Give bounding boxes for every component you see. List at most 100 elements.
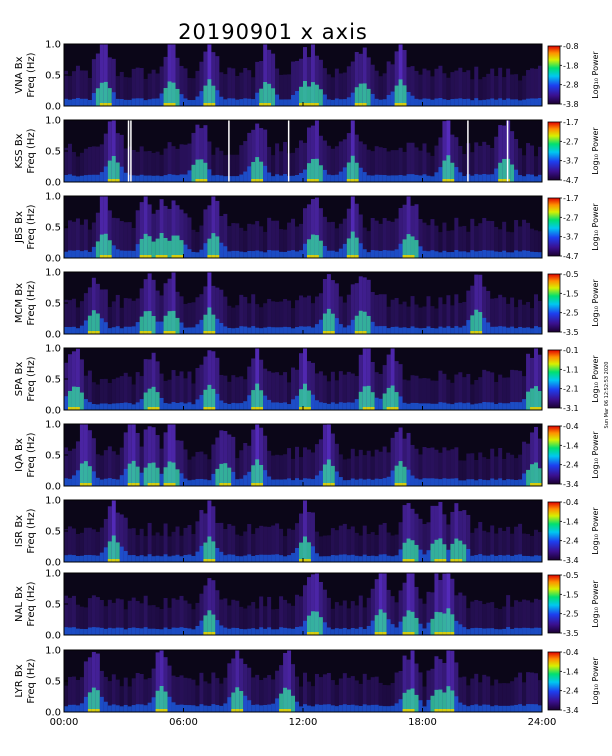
y-axis-label: SPA Bx — [14, 362, 25, 397]
colorbar-label: Log₁₀ Power — [591, 127, 600, 175]
colorbar-tick-label: -0.4 — [563, 498, 579, 507]
colorbar-tick-label: -2.5 — [563, 610, 579, 619]
panel-lyr: 0.0 0.5 1.0 LYR Bx Freq (Hz) -0.4 -1.4 -2.4 -3.4… — [14, 646, 600, 719]
panel-mcm: 0.0 0.5 1.0 MCM Bx Freq (Hz) -0.5 -1.5 -2.5 -3.5… — [14, 268, 600, 341]
colorbar-tick-label: -2.4 — [563, 687, 579, 696]
y-axis-label: Freq (Hz) — [26, 658, 37, 703]
y-tick-label: 1.0 — [45, 344, 61, 355]
y-axis-label: KSS Bx — [14, 133, 25, 168]
y-tick-label: 1.0 — [45, 420, 61, 431]
colorbar-label: Log₁₀ Power — [591, 203, 600, 251]
y-axis-label: NAL Bx — [14, 586, 25, 622]
spectrogram-texture — [64, 120, 542, 182]
colorbar-label: Log₁₀ Power — [591, 355, 600, 403]
panel-nal: 0.0 0.5 1.0 NAL Bx Freq (Hz) -0.5 -1.5 -2.5 -3.5… — [14, 569, 600, 642]
colorbar-tick-label: -0.5 — [563, 270, 579, 279]
y-axis-label: Freq (Hz) — [26, 432, 37, 477]
y-axis-label: JBS Bx — [14, 211, 25, 244]
colorbar-tick-label: -3.5 — [563, 629, 579, 638]
colorbar-tick-label: -0.4 — [563, 648, 579, 657]
y-tick-label: 0.5 — [45, 147, 61, 158]
y-tick-label: 0.0 — [45, 406, 61, 417]
colorbar-tick-label: -1.8 — [563, 61, 579, 70]
spectrogram-texture — [64, 44, 542, 106]
y-tick-label: 1.0 — [45, 116, 61, 127]
colorbar — [547, 273, 561, 333]
x-tick-label: 12:00 — [289, 717, 318, 728]
y-tick-label: 0.5 — [45, 71, 61, 82]
y-axis-label: Freq (Hz) — [26, 204, 37, 249]
colorbar-tick-label: -2.5 — [563, 309, 579, 318]
colorbar-label: Log₁₀ Power — [591, 279, 600, 327]
colorbar-tick-label: -1.4 — [563, 517, 579, 526]
colorbar-tick-label: -3.7 — [563, 233, 579, 242]
y-tick-label: 0.0 — [45, 178, 61, 189]
y-axis-label: Freq (Hz) — [26, 356, 37, 401]
y-axis-label: Freq (Hz) — [26, 52, 37, 97]
spectrogram-texture — [64, 272, 542, 334]
colorbar — [547, 574, 561, 634]
spectrogram-texture — [64, 348, 542, 410]
x-tick-label: 06:00 — [169, 717, 198, 728]
colorbar-tick-label: -2.7 — [563, 213, 579, 222]
colorbar-tick-label: -4.7 — [563, 252, 579, 261]
y-tick-label: 0.0 — [45, 558, 61, 569]
colorbar-label: Log₁₀ Power — [591, 51, 600, 99]
panel-vna: 0.0 0.5 1.0 VNA Bx Freq (Hz) -0.8 -1.8 -2.8 -3.8… — [14, 40, 600, 113]
colorbar-tick-label: -1.4 — [563, 667, 579, 676]
colorbar-tick-label: -2.8 — [563, 81, 579, 90]
y-tick-label: 0.5 — [45, 223, 61, 234]
colorbar-tick-label: -2.4 — [563, 461, 579, 470]
spectrogram-texture — [64, 650, 542, 712]
colorbar-tick-label: -2.1 — [563, 385, 579, 394]
y-tick-label: 0.0 — [45, 330, 61, 341]
spectrogram-texture — [64, 573, 542, 635]
y-axis-label: Freq (Hz) — [26, 128, 37, 173]
y-tick-label: 0.5 — [45, 451, 61, 462]
y-axis-label: VNA Bx — [14, 56, 25, 93]
panel-jbs: 0.0 0.5 1.0 JBS Bx Freq (Hz) -1.7 -2.7 -3.7 -4.7… — [14, 192, 600, 265]
y-tick-label: 0.0 — [45, 102, 61, 113]
colorbar-tick-label: -3.5 — [563, 328, 579, 337]
colorbar — [547, 425, 561, 485]
colorbar-tick-label: -0.4 — [563, 422, 579, 431]
colorbar-tick-label: -1.4 — [563, 441, 579, 450]
colorbar-label: Log₁₀ Power — [591, 657, 600, 705]
panel-spa: 0.0 0.5 1.0 SPA Bx Freq (Hz) -0.1 -1.1 -2.1 -3.1… — [14, 344, 600, 417]
colorbar-tick-label: -3.8 — [563, 100, 579, 109]
spectrogram-texture — [64, 196, 542, 258]
colorbar — [547, 349, 561, 409]
panel-kss: 0.0 0.5 1.0 KSS Bx Freq (Hz) -1.7 -2.7 -3.7 -4.7… — [14, 116, 600, 189]
colorbar — [547, 197, 561, 257]
y-tick-label: 0.5 — [45, 299, 61, 310]
x-tick-label: 18:00 — [408, 717, 437, 728]
panel-iqa: 0.0 0.5 1.0 IQA Bx Freq (Hz) -0.4 -1.4 -2.4 -3.4… — [14, 420, 600, 493]
colorbar — [547, 45, 561, 105]
colorbar — [547, 651, 561, 711]
colorbar-tick-label: -3.4 — [563, 480, 579, 489]
colorbar-tick-label: -2.4 — [563, 537, 579, 546]
y-tick-label: 0.0 — [45, 482, 61, 493]
colorbar — [547, 121, 561, 181]
y-tick-label: 1.0 — [45, 268, 61, 279]
colorbar-tick-label: -1.5 — [563, 590, 579, 599]
colorbar-tick-label: -1.5 — [563, 289, 579, 298]
y-tick-label: 0.0 — [45, 631, 61, 642]
y-tick-label: 0.0 — [45, 254, 61, 265]
y-axis-label: Freq (Hz) — [26, 280, 37, 325]
y-tick-label: 0.5 — [45, 375, 61, 386]
colorbar-label: Log₁₀ Power — [591, 580, 600, 628]
colorbar-tick-label: -3.1 — [563, 404, 579, 413]
y-tick-label: 1.0 — [45, 569, 61, 580]
colorbar-tick-label: -0.1 — [563, 346, 579, 355]
colorbar-tick-label: -4.7 — [563, 176, 579, 185]
colorbar-tick-label: -3.7 — [563, 157, 579, 166]
colorbar-tick-label: -0.8 — [563, 42, 579, 51]
colorbar-tick-label: -2.7 — [563, 137, 579, 146]
colorbar-label: Log₁₀ Power — [591, 431, 600, 479]
y-tick-label: 0.5 — [45, 677, 61, 688]
colorbar-label: Log₁₀ Power — [591, 507, 600, 555]
y-tick-label: 1.0 — [45, 40, 61, 51]
y-axis-label: Freq (Hz) — [26, 508, 37, 553]
